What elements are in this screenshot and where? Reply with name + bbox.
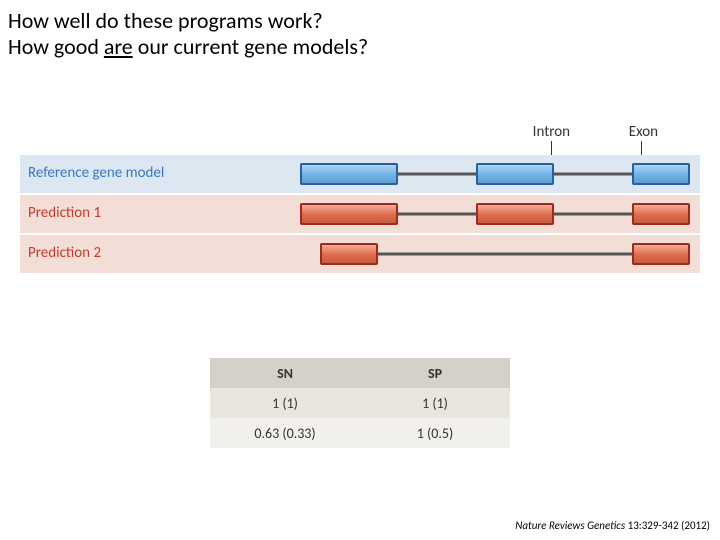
table-cell: 1 (0.5) bbox=[360, 425, 510, 442]
gene-track bbox=[300, 195, 690, 233]
title-line-1: How well do these programs work? bbox=[8, 8, 368, 34]
exon-box bbox=[300, 203, 398, 225]
table-row: 1 (1)1 (1) bbox=[210, 388, 510, 418]
gene-model-row: Prediction 2 bbox=[20, 235, 700, 273]
row-label: Reference gene model bbox=[28, 164, 164, 182]
metrics-table: SNSP1 (1)1 (1)0.63 (0.33)1 (0.5) bbox=[210, 358, 510, 448]
table-cell: 1 (1) bbox=[210, 395, 360, 412]
table-header-cell: SN bbox=[210, 365, 360, 382]
gene-track bbox=[300, 155, 690, 193]
exon-box bbox=[632, 163, 691, 185]
gene-model-row: Prediction 1 bbox=[20, 195, 700, 233]
gene-model-diagram: Intron Exon Reference gene modelPredicti… bbox=[20, 155, 700, 275]
gene-track bbox=[300, 235, 690, 273]
citation-ref: 13:329-342 (2012) bbox=[625, 519, 710, 532]
legend-exon-label: Exon bbox=[629, 123, 658, 141]
citation: Nature Reviews Genetics 13:329-342 (2012… bbox=[515, 519, 710, 532]
title-line-2: How good are our current gene models? bbox=[8, 34, 368, 60]
exon-box bbox=[476, 203, 554, 225]
exon-box bbox=[300, 163, 398, 185]
exon-box bbox=[320, 243, 379, 265]
row-label: Prediction 2 bbox=[28, 244, 101, 262]
table-cell: 0.63 (0.33) bbox=[210, 425, 360, 442]
exon-box bbox=[476, 163, 554, 185]
gene-model-rows: Reference gene model Prediction 1 Predicti… bbox=[20, 155, 700, 273]
table-header-cell: SP bbox=[360, 365, 510, 382]
table-row: 0.63 (0.33)1 (0.5) bbox=[210, 418, 510, 448]
exon-box bbox=[632, 243, 691, 265]
gene-model-row: Reference gene model bbox=[20, 155, 700, 193]
slide-title: How well do these programs work? How goo… bbox=[8, 8, 368, 60]
table-cell: 1 (1) bbox=[360, 395, 510, 412]
legend-intron-label: Intron bbox=[533, 123, 570, 141]
citation-journal: Nature Reviews Genetics bbox=[515, 519, 625, 532]
table-header-row: SNSP bbox=[210, 358, 510, 388]
exon-box bbox=[632, 203, 691, 225]
row-label: Prediction 1 bbox=[28, 204, 101, 222]
